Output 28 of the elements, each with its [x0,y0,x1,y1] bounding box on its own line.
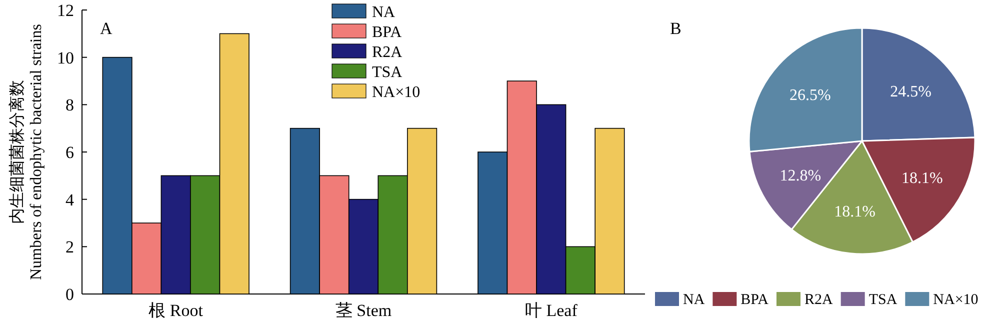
data-label: 26.5% [790,86,831,104]
x-tick-label: 茎 Stem [335,301,392,320]
legend-label: NA [372,4,396,21]
y-tick-label: 8 [66,96,74,115]
data-label: 18.1% [902,170,943,187]
legend-label: NA×10 [933,292,978,308]
y-tick-label: 12 [57,1,74,20]
y-tick-label: 0 [66,285,74,304]
legend-label: NA×10 [372,84,420,101]
data-label: 12.8% [780,167,822,184]
legend-label: TSA [868,292,898,308]
chart-title: B [670,19,682,38]
y-tick-label: 10 [57,48,74,68]
x-tick-label: 叶 Leaf [524,301,578,320]
legend-label: BPA [740,292,769,308]
legend-label: R2A [804,292,833,308]
data-label: 18.1% [834,204,876,221]
data-label: 24.5% [890,84,932,101]
y-tick-label: 6 [66,143,74,162]
y-tick-label: 2 [66,238,74,257]
legend-label: NA [683,292,705,308]
legend-label: BPA [372,24,402,41]
x-tick-label: 根 Root [148,301,204,320]
text: A [100,19,113,38]
legend-label: R2A [372,44,403,61]
y-axis-title: 内生细菌菌株分离数 Numbers of endophytic bacterial strains [8,24,45,280]
y-tick-label: 4 [66,190,74,210]
legend-label: TSA [372,64,403,81]
